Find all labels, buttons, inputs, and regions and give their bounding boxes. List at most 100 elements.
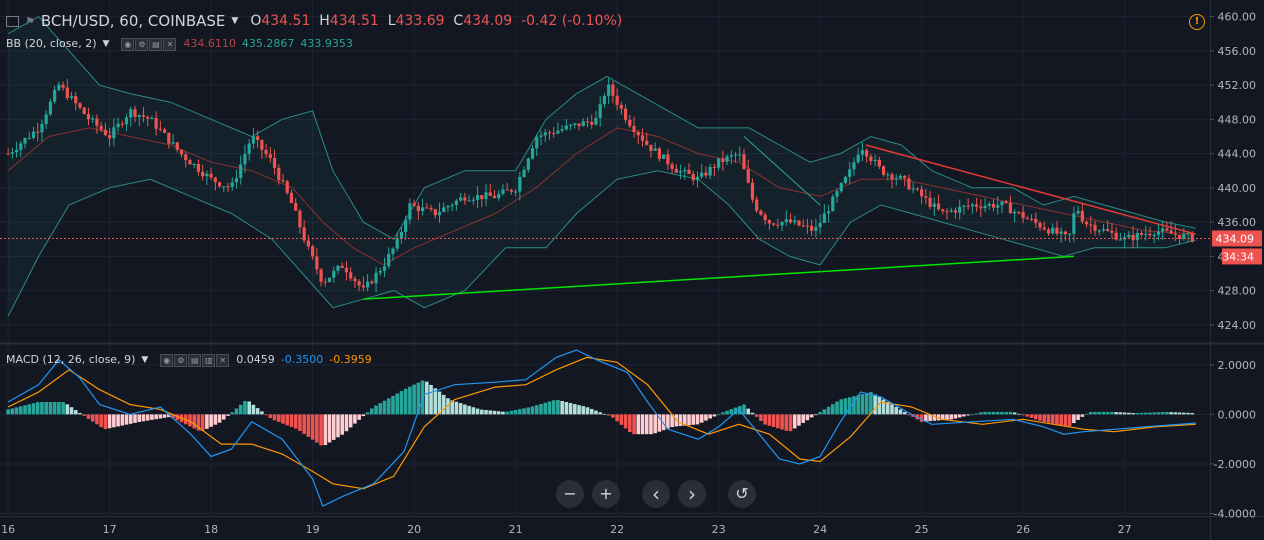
close-icon[interactable]: ✕ (163, 38, 177, 51)
macd-histogram-bar (302, 414, 306, 434)
candle-body (306, 240, 310, 247)
macd-histogram-bar (243, 401, 247, 415)
macd-hist-value: 0.0459 (236, 353, 275, 366)
chevron-down-icon[interactable]: ▼ (141, 354, 149, 365)
macd-histogram-bar (1046, 414, 1051, 423)
macd-histogram-bar (327, 414, 332, 443)
candle-body (433, 209, 437, 216)
macd-histogram-bar (1072, 414, 1076, 424)
candle-body (996, 205, 1000, 208)
macd-histogram-bar (1177, 412, 1182, 415)
macd-line-value: -0.3500 (280, 353, 324, 366)
candle-body (31, 131, 36, 138)
macd-histogram-bar (1063, 414, 1068, 427)
settings-icon[interactable]: ⚙ (135, 38, 149, 51)
macd-histogram-bar (501, 411, 505, 415)
candle-body (501, 189, 505, 194)
macd-label[interactable]: MACD (12, 26, close, 9) (6, 353, 136, 366)
candle-body (1127, 234, 1131, 238)
macd-histogram-bar (776, 414, 780, 429)
candle-body (374, 272, 378, 284)
alert-icon[interactable]: ! (1189, 14, 1205, 30)
candle-body (243, 153, 247, 165)
source-icon[interactable]: ▤ (149, 38, 163, 51)
candle-body (1089, 224, 1093, 226)
eye-icon[interactable]: ◉ (160, 354, 174, 367)
macd-histogram-bar (928, 414, 932, 422)
candle-body (962, 205, 966, 207)
macd-histogram-bar (52, 402, 57, 415)
macd-histogram-bar (247, 401, 251, 415)
macd-histogram-bar (260, 411, 264, 415)
settings-icon[interactable]: ⚙ (174, 354, 188, 367)
macd-histogram-bar (898, 409, 903, 415)
macd-histogram-bar (14, 407, 19, 415)
symbol-title[interactable]: BCH/USD, 60, COINBASE (40, 12, 226, 30)
scroll-back-button[interactable]: ‹ (642, 480, 670, 508)
macd-histogram-bar (425, 381, 429, 415)
candle-body (1034, 218, 1038, 223)
candle-body (687, 169, 691, 174)
eye-icon[interactable]: ◉ (121, 38, 135, 51)
candle-body (856, 154, 860, 163)
scroll-forward-button[interactable]: › (678, 480, 706, 508)
candle-body (1131, 234, 1135, 241)
macd-histogram-bar (209, 414, 213, 427)
candle-body (294, 202, 298, 211)
macd-histogram-bar (293, 414, 298, 429)
macd-histogram-bar (957, 414, 962, 418)
macd-histogram-bar (69, 407, 74, 415)
candle-body (95, 118, 99, 126)
candle-body (74, 96, 78, 104)
candle-body (810, 225, 814, 231)
collapse-icon[interactable] (6, 15, 19, 27)
source-icon[interactable]: ▤ (188, 354, 202, 367)
candle-body (357, 281, 361, 286)
macd-histogram-bar (340, 414, 345, 435)
macd-histogram-bar (792, 414, 797, 429)
macd-histogram-bar (133, 414, 137, 423)
macd-histogram-bar (488, 410, 493, 415)
candle-body (162, 129, 167, 133)
flag-icon[interactable]: ⚑ (25, 14, 35, 28)
macd-histogram-bar (175, 414, 180, 421)
candle-body (234, 178, 239, 183)
candle-body (53, 90, 57, 102)
macd-histogram-bar (222, 414, 226, 420)
candle-body (759, 210, 763, 215)
macd-histogram-bar (716, 414, 721, 416)
candle-body (327, 277, 332, 282)
candle-body (277, 167, 281, 181)
macd-signal-value: -0.3959 (329, 353, 372, 366)
candle-body (120, 123, 124, 125)
macd-histogram-bar (526, 407, 531, 415)
price-tick-label: 460.00 (1218, 11, 1257, 24)
zoom-out-button[interactable]: − (556, 480, 584, 508)
low-label: L (387, 13, 396, 29)
candle-body (822, 213, 826, 223)
macd-histogram-bar (666, 414, 670, 429)
candle-body (704, 172, 708, 176)
candle-body (941, 209, 945, 212)
macd-histogram-bar (636, 414, 641, 435)
close-icon[interactable]: ✕ (216, 354, 230, 367)
candle-body (590, 121, 594, 125)
macd-histogram-bar (797, 414, 801, 426)
macd-histogram-bar (907, 414, 911, 416)
chevron-down-icon[interactable]: ▼ (231, 16, 239, 26)
chevron-down-icon[interactable]: ▼ (102, 38, 110, 49)
candle-body (552, 132, 556, 134)
format-icon[interactable]: ▥ (202, 354, 216, 367)
candle-body (886, 174, 890, 176)
price-tick-label: 436.00 (1218, 216, 1257, 229)
bb-label[interactable]: BB (20, close, 2) (6, 37, 97, 50)
candle-body (209, 173, 213, 178)
reset-chart-button[interactable]: ↺ (728, 480, 756, 508)
macd-histogram-bar (979, 412, 983, 415)
macd-histogram-bar (678, 414, 683, 427)
zoom-in-button[interactable]: + (592, 480, 620, 508)
macd-histogram-bar (255, 408, 260, 415)
candle-body (602, 95, 607, 105)
macd-histogram-bar (319, 414, 323, 446)
